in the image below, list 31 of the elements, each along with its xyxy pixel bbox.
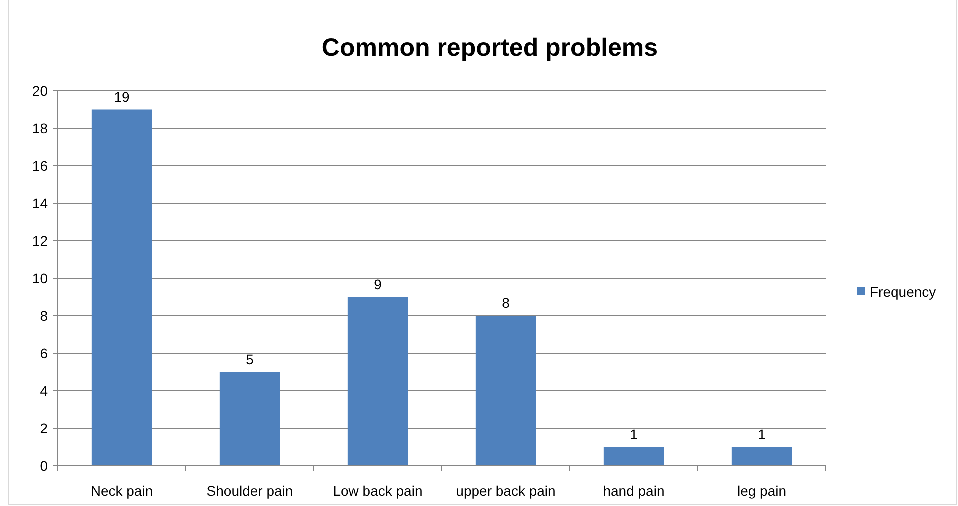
x-tick-label: hand pain <box>603 483 665 499</box>
data-label: 9 <box>374 276 382 292</box>
bar <box>220 372 280 466</box>
y-tick-label: 6 <box>40 346 48 362</box>
bar <box>604 447 664 466</box>
x-tick-label: Shoulder pain <box>206 483 294 499</box>
y-tick-label: 20 <box>32 83 48 99</box>
bar <box>732 447 792 466</box>
bar <box>348 297 408 466</box>
data-label: 19 <box>114 88 130 105</box>
legend-label: Frequency <box>870 284 936 300</box>
y-tick-label: 10 <box>32 270 48 286</box>
y-tick-label: 18 <box>32 120 48 136</box>
data-label: 1 <box>758 426 766 442</box>
x-tick-label: Neck pain <box>90 483 154 499</box>
x-tick-label: upper back pain <box>456 483 556 499</box>
y-tick-label: 8 <box>40 308 48 324</box>
y-tick-label: 12 <box>32 233 48 249</box>
bar <box>92 110 152 466</box>
y-tick-label: 16 <box>32 158 48 174</box>
x-tick-label: leg pain <box>737 483 787 499</box>
data-label: 1 <box>630 426 638 442</box>
y-tick-label: 0 <box>40 458 48 474</box>
y-tick-label: 2 <box>40 420 48 436</box>
y-tick-label: 14 <box>32 196 48 212</box>
chart-title: Common reported problems <box>322 34 658 62</box>
data-label: 8 <box>502 295 510 311</box>
bar <box>476 316 536 466</box>
y-tick-label: 4 <box>40 383 48 399</box>
x-tick-label: Low back pain <box>333 483 423 499</box>
data-label: 5 <box>246 351 254 368</box>
